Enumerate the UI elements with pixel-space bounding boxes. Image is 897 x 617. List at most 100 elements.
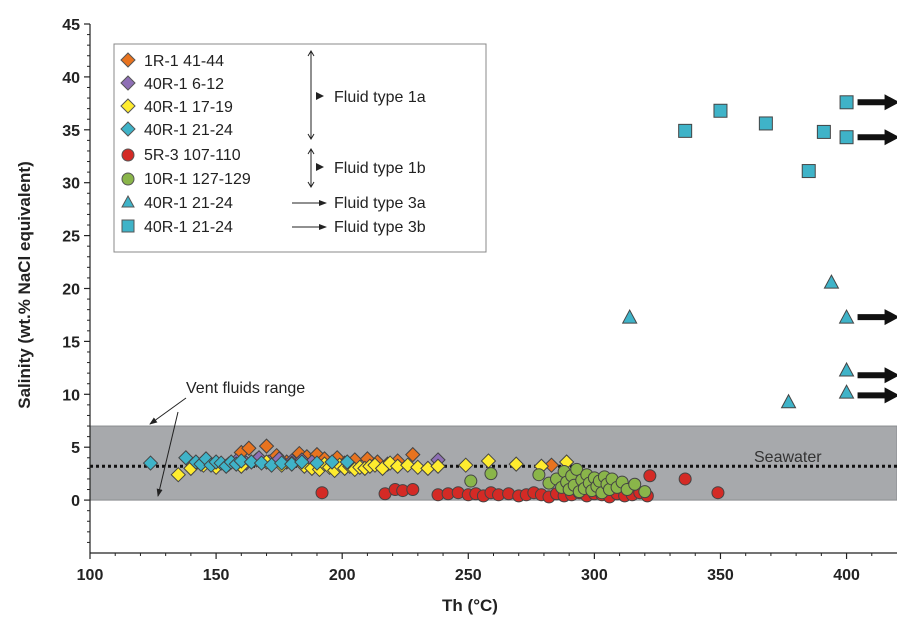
x-tick-label: 300 bbox=[581, 567, 608, 584]
legend-marker-diamond-purple bbox=[120, 75, 136, 91]
data-point-diamond bbox=[508, 456, 524, 472]
x-tick-label: 150 bbox=[203, 567, 230, 584]
data-point-square bbox=[839, 130, 854, 145]
vent-annotation-arrow-1 bbox=[149, 397, 187, 425]
legend-label: 40R-1 17-19 bbox=[144, 99, 233, 116]
data-point-diamond bbox=[400, 457, 416, 473]
legend-marker-circle-green bbox=[121, 172, 135, 186]
legend-label: 5R-3 107-110 bbox=[144, 147, 241, 164]
legend-label: 40R-1 21-24 bbox=[144, 195, 233, 212]
x-tick-label: 250 bbox=[455, 567, 482, 584]
data-point-circle bbox=[628, 477, 642, 491]
x-axis-title: Th (°C) bbox=[442, 596, 498, 615]
legend-item-40r1-6-12: 40R-1 6-12 bbox=[120, 75, 224, 93]
y-tick-label: 5 bbox=[71, 440, 80, 457]
data-point-triangle bbox=[780, 393, 797, 409]
data-point-diamond bbox=[430, 458, 446, 474]
data-point-triangle bbox=[838, 384, 855, 399]
legend-item-1r1: 1R-1 41-44 bbox=[120, 52, 224, 70]
off-scale-arrow bbox=[857, 387, 897, 404]
bracket-fluid-type-1a: Fluid type 1a bbox=[307, 50, 426, 140]
data-point-circle bbox=[532, 468, 546, 482]
legend-label: 40R-1 21-24 bbox=[144, 219, 233, 236]
data-point-circle bbox=[638, 485, 652, 499]
legend-marker-triangle-cyan bbox=[121, 194, 135, 208]
group-label-1a: Fluid type 1a bbox=[334, 89, 426, 106]
data-point-square bbox=[801, 164, 816, 179]
vent-fluids-range-label: Vent fluids range bbox=[186, 380, 305, 397]
legend-marker-diamond-yellow bbox=[120, 98, 136, 114]
series-3 bbox=[142, 450, 355, 474]
data-point-circle bbox=[711, 486, 725, 500]
y-tick-label: 0 bbox=[71, 493, 80, 510]
data-point-diamond bbox=[458, 457, 474, 473]
off-scale-arrow bbox=[857, 129, 897, 146]
group-label-3a: Fluid type 3a bbox=[334, 195, 426, 212]
data-point-triangle bbox=[621, 309, 638, 324]
data-point-circle bbox=[484, 467, 498, 481]
legend-box bbox=[113, 43, 487, 253]
y-tick-label: 35 bbox=[62, 123, 80, 140]
legend-label: 40R-1 6-12 bbox=[144, 76, 224, 93]
data-point-triangle bbox=[838, 309, 855, 324]
legend-marker-diamond-orange bbox=[120, 52, 136, 68]
data-point-circle bbox=[315, 486, 329, 500]
data-point-diamond bbox=[294, 454, 310, 470]
data-point-circle bbox=[570, 462, 584, 476]
data-point-diamond bbox=[170, 467, 186, 483]
legend-marker-circle-red bbox=[121, 148, 135, 162]
legend-item-40r1-square: 40R-1 21-24 bbox=[121, 219, 233, 236]
data-point-diamond bbox=[410, 459, 426, 476]
legend-item-10r1: 10R-1 127-129 bbox=[121, 171, 251, 188]
bracket-fluid-type-1b: Fluid type 1b bbox=[307, 148, 426, 188]
data-point-diamond bbox=[142, 455, 159, 471]
data-point-circle bbox=[406, 483, 420, 497]
data-point-diamond bbox=[543, 457, 560, 473]
vent-annotation-arrow-2 bbox=[156, 411, 179, 497]
data-point-square bbox=[839, 95, 854, 110]
data-point-square bbox=[816, 124, 831, 139]
data-point-diamond bbox=[243, 454, 260, 470]
y-axis-title: Salinity (wt.% NaCl equivalent) bbox=[15, 161, 34, 409]
y-tick-label: 15 bbox=[62, 334, 80, 351]
data-point-triangle bbox=[823, 274, 840, 289]
data-point-square bbox=[758, 116, 773, 131]
legend-item-40r1-21-24-diamond: 40R-1 21-24 bbox=[120, 121, 233, 139]
data-point-diamond bbox=[258, 438, 275, 454]
off-scale-arrow bbox=[857, 367, 897, 384]
legend-label: 1R-1 41-44 bbox=[144, 53, 224, 70]
arrow-fluid-type-3a: Fluid type 3a bbox=[292, 195, 426, 212]
legend-item-5r3: 5R-3 107-110 bbox=[121, 147, 241, 164]
data-point-diamond bbox=[309, 455, 325, 471]
x-tick-label: 400 bbox=[833, 567, 860, 584]
legend-label: 10R-1 127-129 bbox=[144, 171, 251, 188]
y-tick-label: 45 bbox=[62, 17, 80, 34]
series-5 bbox=[464, 462, 652, 500]
y-tick-label: 10 bbox=[62, 387, 80, 404]
group-label-1b: Fluid type 1b bbox=[334, 160, 426, 177]
data-point-diamond bbox=[253, 455, 270, 471]
legend-marker-diamond-cyan bbox=[120, 121, 136, 137]
y-tick-label: 40 bbox=[62, 70, 80, 87]
data-point-circle bbox=[678, 472, 692, 486]
off-scale-arrow bbox=[857, 94, 897, 111]
data-point-circle bbox=[464, 474, 478, 488]
y-tick-label: 30 bbox=[62, 176, 80, 193]
data-point-circle bbox=[643, 469, 657, 483]
data-point-diamond bbox=[273, 455, 290, 471]
y-tick-label: 25 bbox=[62, 229, 80, 246]
group-label-3b: Fluid type 3b bbox=[334, 219, 426, 236]
series-6 bbox=[621, 274, 855, 409]
y-tick-label: 20 bbox=[62, 282, 80, 299]
data-point-diamond bbox=[324, 454, 340, 470]
legend: 1R-1 41-44 40R-1 6-12 40R-1 17-19 40R-1 … bbox=[113, 43, 487, 253]
data-point-triangle bbox=[838, 361, 855, 377]
legend-item-40r1-17-19: 40R-1 17-19 bbox=[120, 98, 233, 116]
off-scale-arrow bbox=[857, 309, 897, 326]
x-tick-label: 350 bbox=[707, 567, 734, 584]
data-point-diamond bbox=[339, 454, 355, 470]
data-point-diamond bbox=[367, 457, 383, 473]
data-point-square bbox=[678, 123, 693, 138]
legend-marker-square-cyan bbox=[121, 219, 135, 233]
